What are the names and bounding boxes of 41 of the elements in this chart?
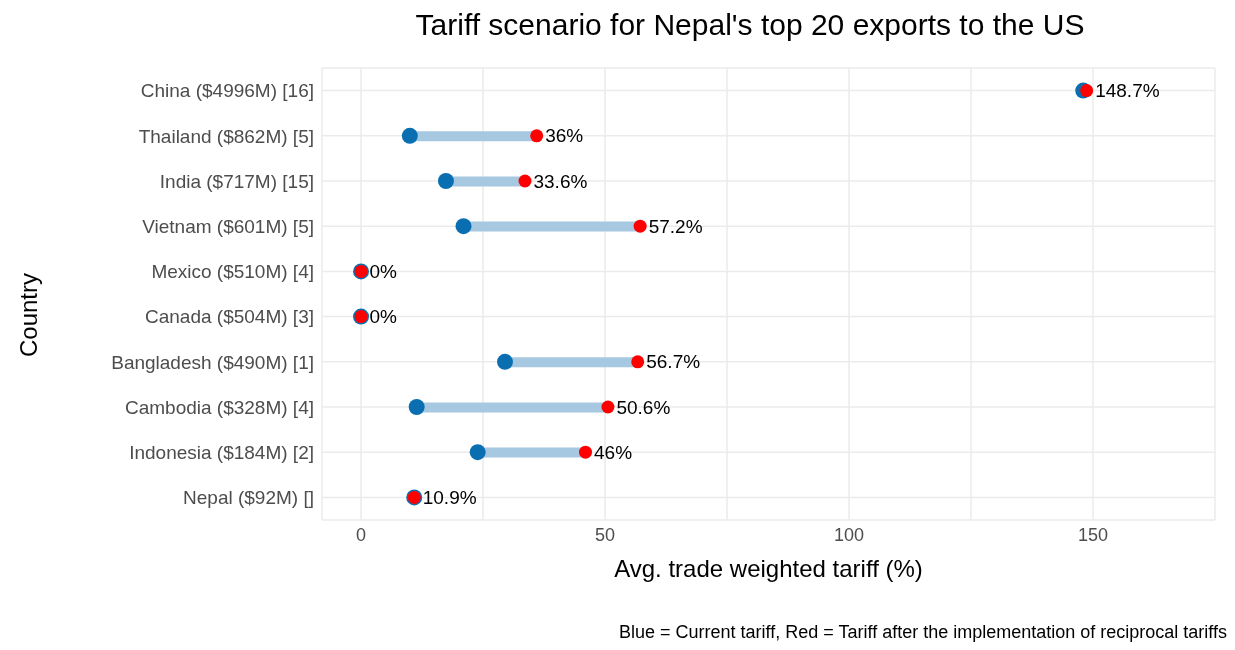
y-tick-label: China ($4996M) [16]	[140, 80, 314, 102]
point	[579, 445, 593, 459]
x-axis-title: Avg. trade weighted tariff (%)	[614, 555, 923, 583]
point	[601, 400, 615, 414]
data-label: 57.2%	[648, 215, 703, 237]
text: Blue = Current tariff, Red = Tariff after the implementation of reciprocal tariffs	[619, 622, 1227, 643]
point	[530, 129, 544, 143]
x-tick-label: 100	[833, 524, 865, 545]
x-tick-label: 150	[1077, 524, 1109, 545]
chart-title: Tariff scenario for Nepal's top 20 exports to the US	[414, 8, 1086, 42]
data-label: 0%	[369, 306, 398, 328]
point	[633, 219, 647, 233]
y-tick-label: Indonesia ($184M) [2]	[129, 441, 314, 463]
point	[401, 127, 418, 144]
data-label: 148.7%	[1095, 80, 1160, 102]
point	[1080, 84, 1094, 98]
y-tick-label: Nepal ($92M) []	[183, 487, 314, 509]
point	[455, 218, 472, 235]
x-tick-label: 0	[356, 524, 367, 545]
y-tick-label: Mexico ($510M) [4]	[151, 261, 314, 283]
point	[437, 173, 454, 189]
data-label: 56.7%	[646, 351, 701, 373]
data-label: 33.6%	[533, 170, 588, 192]
y-tick-label: Cambodia ($328M) [4]	[124, 396, 314, 418]
y-tick-label: Vietnam ($601M) [5]	[142, 215, 314, 237]
x-tick-label: 50	[595, 524, 616, 545]
data-label: 46%	[594, 441, 633, 463]
data-label: 10.9%	[422, 487, 477, 509]
y-tick-label: Bangladesh ($490M) [1]	[111, 351, 314, 373]
point	[518, 174, 532, 188]
point	[631, 355, 645, 369]
y-axis-title: Country	[15, 272, 43, 358]
y-tick-label: Thailand ($862M) [5]	[138, 125, 314, 147]
y-tick-label: Canada ($504M) [3]	[145, 306, 314, 328]
data-label: 50.6%	[616, 396, 671, 418]
point	[469, 444, 486, 461]
point	[408, 399, 425, 415]
y-tick-label: India ($717M) [15]	[159, 170, 314, 192]
data-label: 0%	[369, 261, 398, 283]
data-label: 36%	[545, 125, 584, 147]
point	[496, 353, 513, 370]
